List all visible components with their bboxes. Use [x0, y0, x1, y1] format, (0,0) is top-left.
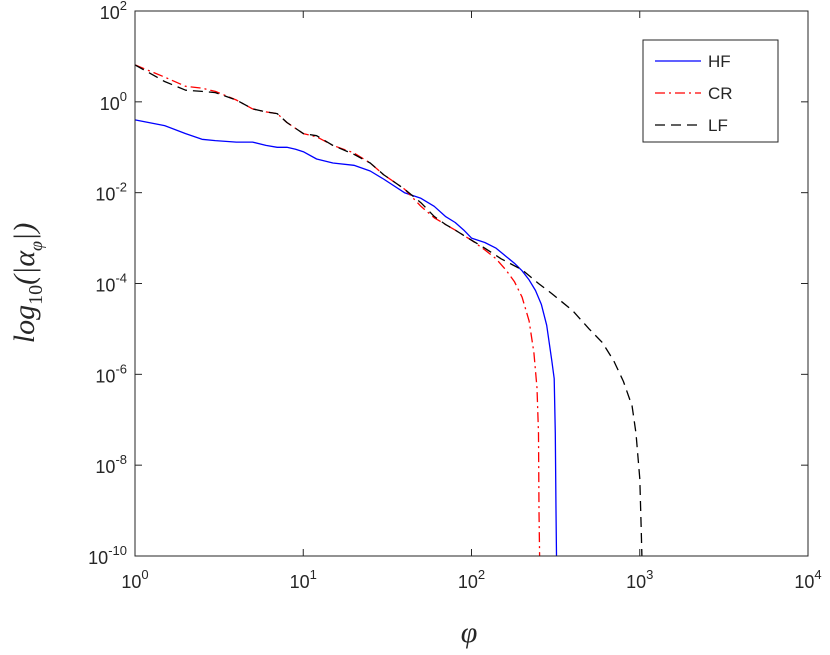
x-tick-0: 100: [121, 11, 149, 592]
tick-exponent: -8: [115, 452, 127, 467]
y-tick-0: 10-10: [88, 543, 808, 568]
tick-base: 10: [95, 457, 115, 477]
tick-exponent: 4: [814, 567, 821, 582]
y-tick-label: 10-10: [88, 543, 127, 568]
tick-exponent: -2: [115, 180, 127, 195]
legend-item-cr: CR: [655, 84, 733, 103]
tick-exponent: -6: [115, 361, 127, 376]
tick-base: 10: [458, 572, 478, 592]
legend-item-hf: HF: [655, 52, 731, 71]
tick-base: 10: [88, 548, 108, 568]
tick-base: 10: [626, 572, 646, 592]
legend: HF CR LF: [642, 39, 779, 143]
legend-item-lf: LF: [655, 116, 728, 135]
tick-exponent: -10: [108, 543, 127, 558]
x-tick-3: 103: [626, 11, 653, 592]
y-tick-3: 10-4: [95, 271, 808, 296]
legend-label: LF: [708, 116, 728, 135]
x-tick-label: 103: [626, 567, 653, 592]
tick-base: 10: [290, 572, 310, 592]
series-line-lf: [134, 64, 643, 557]
y-tick-label: 10-4: [95, 271, 127, 296]
y-tick-4: 10-2: [95, 180, 808, 205]
legend-box: [642, 39, 779, 143]
tick-base: 10: [100, 94, 120, 114]
y-axis-title: log10(|αφ|): [8, 223, 47, 344]
y-tick-label: 10-6: [95, 361, 127, 386]
y-tick-2: 10-6: [95, 361, 808, 386]
x-axis-title: φ: [461, 616, 478, 649]
y-tick-1: 10-8: [95, 452, 808, 477]
x-tick-4: 104: [794, 11, 822, 592]
tick-base: 10: [794, 572, 814, 592]
series-layer: [134, 64, 643, 557]
series-line-hf: [134, 119, 558, 557]
tick-base: 10: [121, 572, 141, 592]
x-tick-label: 104: [794, 567, 821, 592]
tick-exponent: 2: [120, 0, 127, 13]
tick-base: 10: [95, 185, 115, 205]
tick-exponent: -4: [115, 271, 127, 286]
y-title-mid: (|α: [8, 250, 41, 285]
tick-exponent: 2: [478, 567, 485, 582]
y-tick-label: 10-8: [95, 452, 127, 477]
x-tick-label: 101: [290, 567, 317, 592]
y-title-sub: 10: [25, 285, 47, 305]
tick-exponent: 3: [646, 567, 653, 582]
tick-exponent: 1: [310, 567, 317, 582]
legend-label: CR: [708, 84, 733, 103]
y-tick-6: 102: [100, 0, 808, 23]
legend-label: HF: [708, 52, 731, 71]
y-title-sub2: φ: [26, 241, 46, 251]
y-tick-label: 102: [100, 0, 127, 23]
y-tick-5: 100: [100, 89, 808, 114]
tick-base: 10: [100, 3, 120, 23]
tick-base: 10: [95, 366, 115, 386]
y-tick-label: 10-2: [95, 180, 127, 205]
y-tick-label: 100: [100, 89, 127, 114]
y-title-post: |): [8, 223, 41, 241]
tick-exponent: 0: [141, 567, 148, 582]
x-axis-ticks: 100 101 102 103 104: [121, 11, 822, 592]
y-title-pre: log: [8, 305, 41, 343]
tick-exponent: 0: [120, 89, 127, 104]
x-tick-2: 102: [458, 11, 485, 592]
x-tick-label: 100: [121, 567, 148, 592]
tick-base: 10: [95, 276, 115, 296]
x-tick-label: 102: [458, 567, 485, 592]
x-tick-1: 101: [290, 11, 317, 592]
